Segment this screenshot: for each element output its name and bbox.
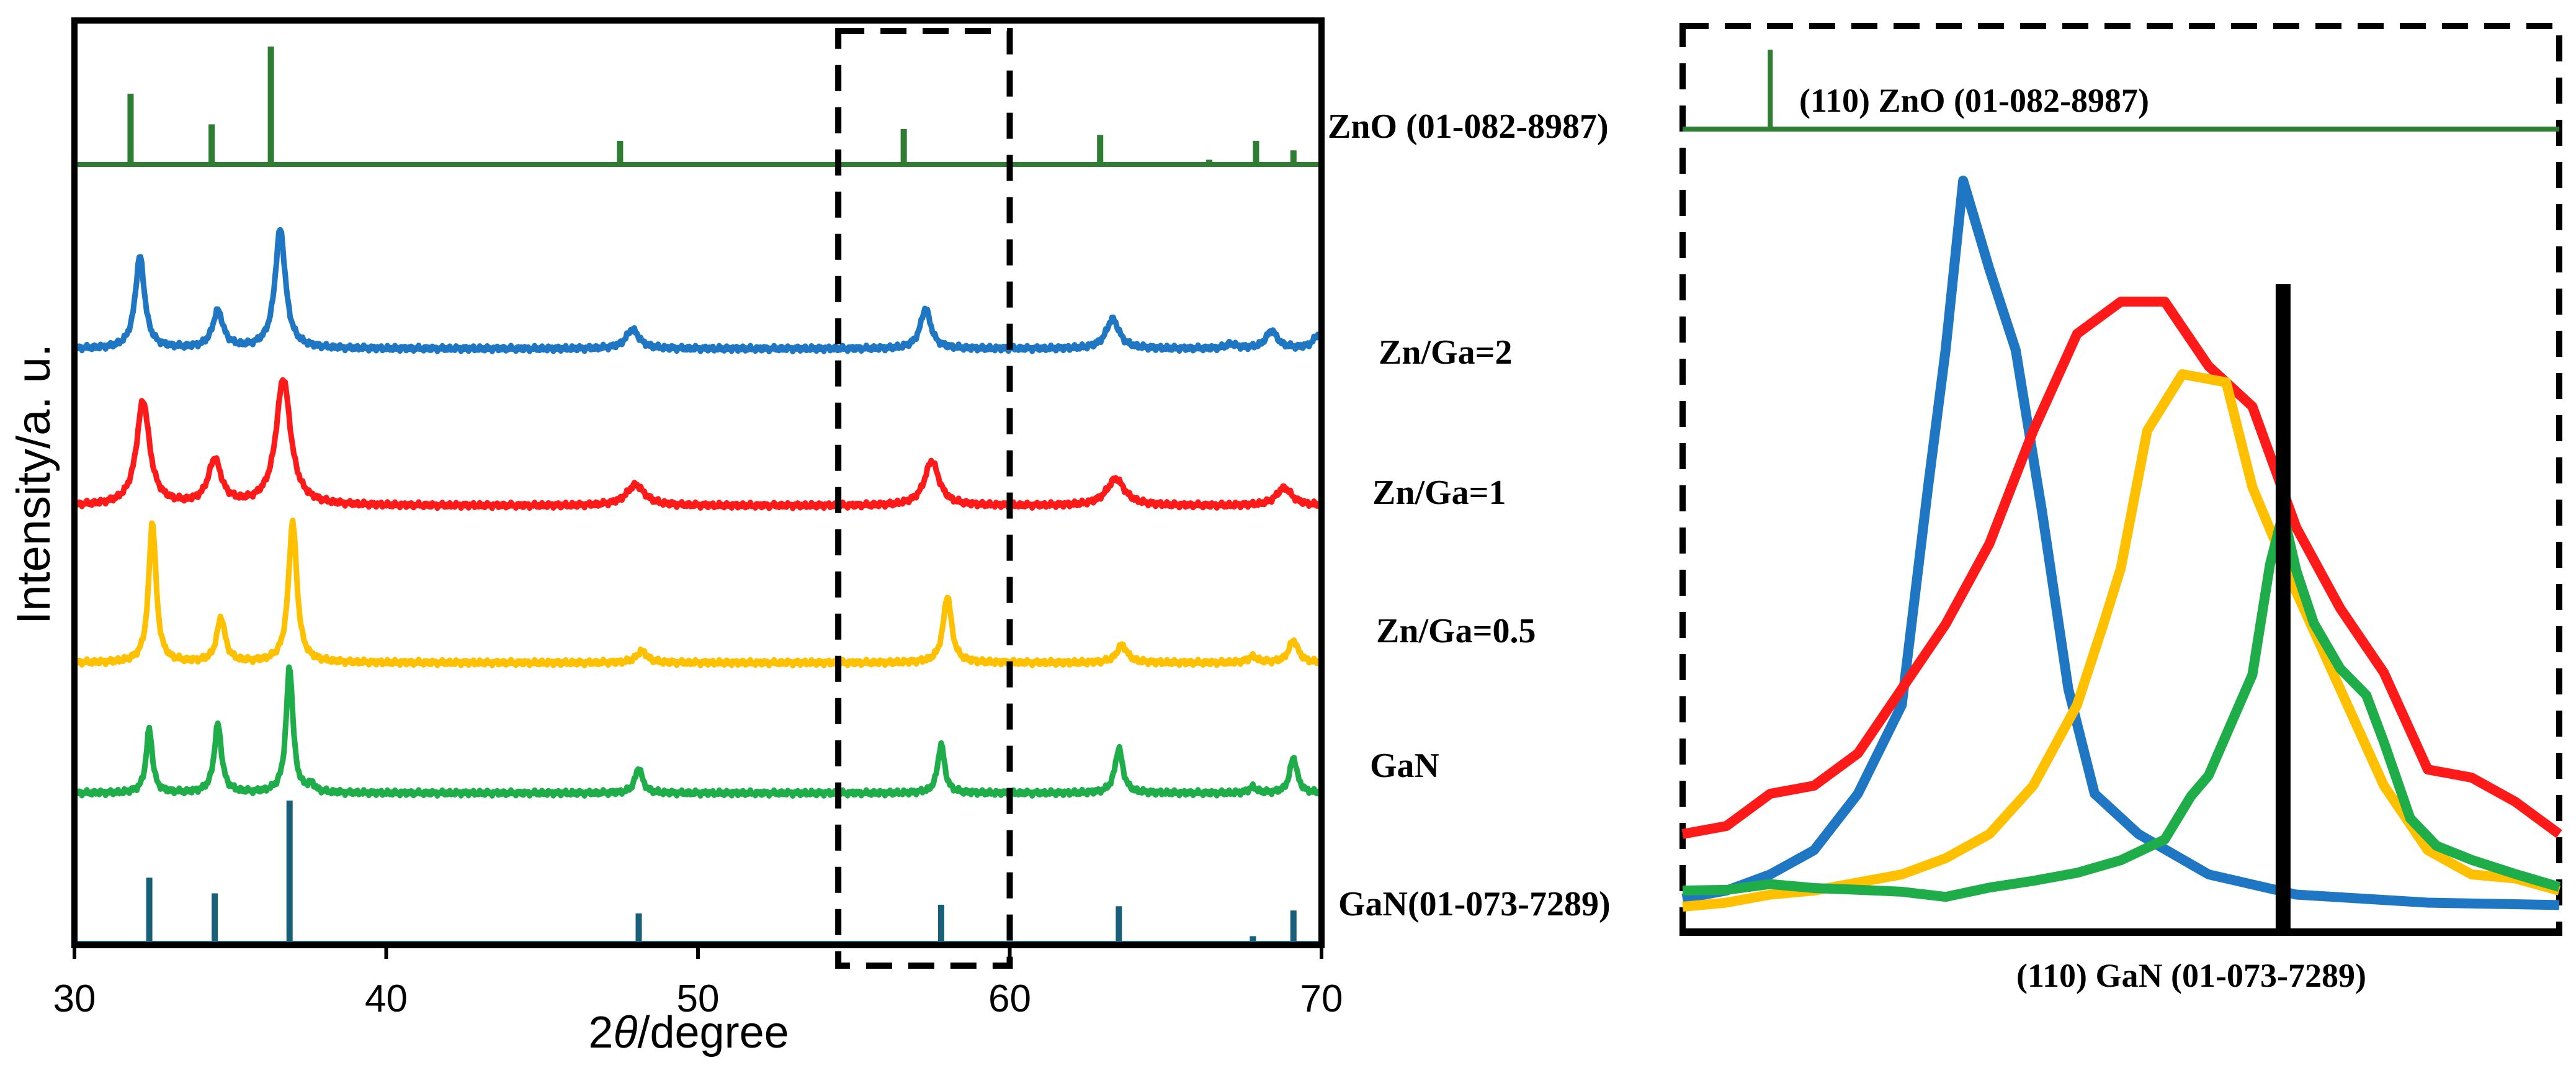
label-zn-ga-1: Zn/Ga=1	[1372, 474, 1506, 512]
series-labels: ZnO (01-082-8987) Zn/Ga=2 Zn/Ga=1 Zn/Ga=…	[1328, 107, 1611, 923]
right-series-group	[1681, 176, 2562, 912]
zoom-region-box	[835, 28, 1013, 969]
x-axis-label: 2θ/degree	[588, 1008, 789, 1057]
left-panel: 30 40 50 60 70 Intensity/a. u. 2θ/degree	[7, 17, 1343, 1057]
label-gan: GaN	[1370, 747, 1439, 785]
zoom-series-line-zn-ga-2	[1681, 176, 2560, 910]
zoom-series-line-zn-ga-1	[1681, 297, 2562, 839]
series-line-gan	[73, 664, 1324, 799]
x-tick-label: 30	[53, 977, 96, 1020]
zoom-series-line-gan	[1682, 508, 2561, 902]
label-zno-reference: ZnO (01-082-8987)	[1328, 107, 1609, 146]
left-x-ticks: 30 40 50 60 70	[53, 945, 1343, 1020]
x-tick-label: 50	[677, 977, 720, 1020]
x-tick-label: 60	[988, 977, 1031, 1020]
label-gan-reference: GaN(01-073-7289)	[1338, 885, 1611, 923]
x-tick-label: 70	[1300, 977, 1343, 1020]
x-tick-label: 40	[365, 977, 408, 1020]
series-line-zn-ga-2	[73, 227, 1323, 354]
zoom-series-line-zn-ga-0-5	[1682, 369, 2561, 912]
label-zn-ga-0-5: Zn/Ga=0.5	[1376, 612, 1536, 650]
label-zn-ga-2: Zn/Ga=2	[1379, 333, 1513, 372]
series-line-zn-ga-1	[73, 377, 1324, 511]
left-series-group	[73, 227, 1324, 799]
y-axis-label: Intensity/a. u.	[7, 344, 60, 624]
gan-110-label: (110) GaN (01-073-7289)	[2016, 957, 2366, 994]
right-zoom-panel: (110) ZnO (01-082-8987) (110) GaN (01-07…	[1679, 23, 2562, 994]
right-dashed-frame	[1679, 23, 2562, 935]
series-line-zn-ga-0-5	[73, 518, 1324, 668]
zno-110-label: (110) ZnO (01-082-8987)	[1799, 82, 2149, 119]
